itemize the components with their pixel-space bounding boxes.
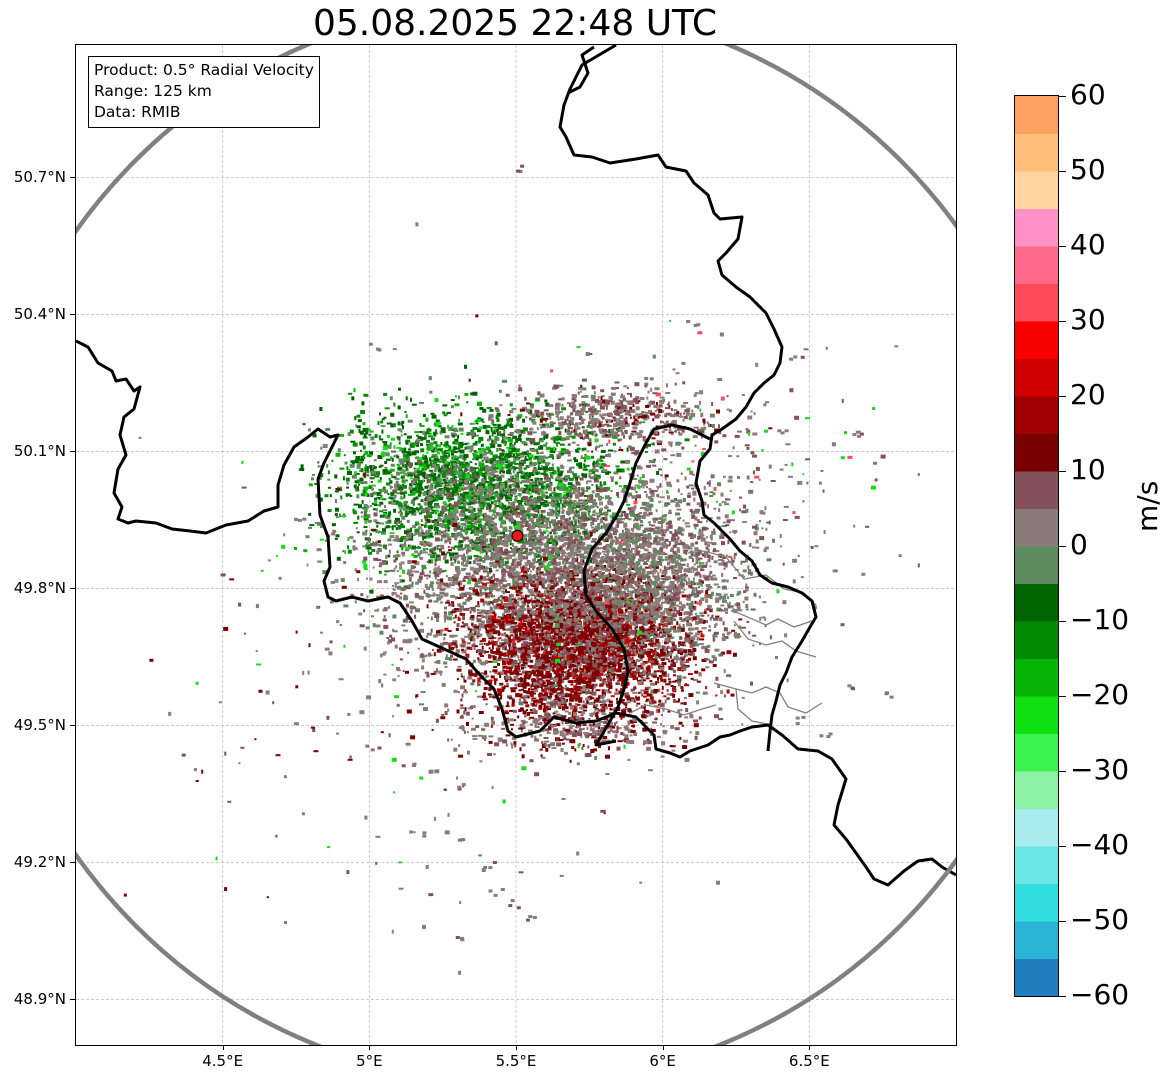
colorbar-tick-label: −40 <box>1070 828 1130 861</box>
colorbar-band <box>1015 283 1058 322</box>
colorbar-band <box>1015 396 1058 434</box>
lon-tick-label: 6°E <box>649 1052 676 1070</box>
colorbar-tick-label: −50 <box>1070 903 1130 936</box>
radar-site-marker <box>511 529 524 542</box>
lon-tick-mark <box>809 1045 811 1050</box>
colorbar-tick-label: −30 <box>1070 753 1130 786</box>
lat-tick-mark <box>70 725 75 727</box>
country-borders <box>76 45 956 887</box>
lat-tick-mark <box>70 314 75 316</box>
velocity-colorbar <box>1014 95 1059 997</box>
colorbar-tick-label: 0 <box>1070 528 1088 561</box>
colorbar-band <box>1015 508 1058 547</box>
lat-tick-mark <box>70 451 75 453</box>
colorbar-band <box>1015 846 1058 884</box>
colorbar-band <box>1015 921 1058 959</box>
colorbar-band <box>1015 96 1058 134</box>
lon-tick-label: 5.5°E <box>495 1052 537 1070</box>
colorbar-band <box>1015 733 1058 772</box>
colorbar-tick-label: 50 <box>1070 153 1106 186</box>
colorbar-band <box>1015 208 1058 247</box>
colorbar-band <box>1015 808 1058 847</box>
lat-tick-label: 49.8°N <box>13 579 66 598</box>
colorbar-band <box>1015 471 1058 509</box>
gridlines <box>76 45 956 1045</box>
colorbar-tick-label: −20 <box>1070 678 1130 711</box>
lat-tick-label: 50.4°N <box>13 305 66 324</box>
lat-tick-label: 48.9°N <box>13 990 66 1009</box>
colorbar-tick-mark <box>1059 471 1066 472</box>
colorbar-tick-mark <box>1059 621 1066 622</box>
colorbar-tick-mark <box>1059 396 1066 397</box>
colorbar-band <box>1015 246 1058 284</box>
info-data-source: Data: RMIB <box>94 103 181 121</box>
colorbar-tick-label: 40 <box>1070 228 1106 261</box>
colorbar-tick-label: 20 <box>1070 378 1106 411</box>
info-product: Product: 0.5° Radial Velocity <box>94 61 314 79</box>
colorbar-tick-mark <box>1059 321 1066 322</box>
colorbar-band <box>1015 321 1058 359</box>
colorbar-tick-label: 10 <box>1070 453 1106 486</box>
colorbar-band <box>1015 358 1058 397</box>
colorbar-label: m/s <box>1131 480 1164 532</box>
lon-tick-label: 4.5°E <box>202 1052 244 1070</box>
colorbar-band <box>1015 958 1058 996</box>
colorbar-tick-label: −10 <box>1070 603 1130 636</box>
colorbar-tick-mark <box>1059 96 1066 97</box>
colorbar-bands <box>1015 96 1058 996</box>
radar-map[interactable] <box>75 44 957 1046</box>
colorbar-band <box>1015 546 1058 584</box>
info-range: Range: 125 km <box>94 82 212 100</box>
lat-tick-label: 50.7°N <box>13 168 66 187</box>
colorbar-band <box>1015 133 1058 172</box>
lon-tick-mark <box>369 1045 371 1050</box>
lon-tick-mark <box>662 1045 664 1050</box>
colorbar-band <box>1015 433 1058 472</box>
lat-tick-label: 49.2°N <box>13 853 66 872</box>
lon-tick-label: 5°E <box>356 1052 383 1070</box>
map-title: 05.08.2025 22:48 UTC <box>312 3 718 44</box>
lon-tick-mark <box>222 1045 224 1050</box>
colorbar-tick-mark <box>1059 771 1066 772</box>
colorbar-tick-label: 30 <box>1070 303 1106 336</box>
colorbar-band <box>1015 583 1058 622</box>
lat-tick-label: 50.1°N <box>13 442 66 461</box>
colorbar-band <box>1015 171 1058 209</box>
colorbar-band <box>1015 658 1058 697</box>
colorbar-band <box>1015 883 1058 922</box>
colorbar-band <box>1015 621 1058 659</box>
lat-tick-mark <box>70 177 75 179</box>
colorbar-tick-mark <box>1059 546 1066 547</box>
colorbar-tick-mark <box>1059 246 1066 247</box>
colorbar-tick-mark <box>1059 696 1066 697</box>
colorbar-tick-mark <box>1059 921 1066 922</box>
map-canvas <box>76 45 956 1045</box>
colorbar-band <box>1015 771 1058 809</box>
colorbar-tick-mark <box>1059 846 1066 847</box>
product-info-box: Product: 0.5° Radial Velocity Range: 125… <box>88 56 320 128</box>
lon-tick-mark <box>516 1045 517 1050</box>
radar-echoes <box>123 164 920 975</box>
colorbar-tick-mark <box>1059 996 1066 997</box>
lat-tick-label: 49.5°N <box>13 716 66 735</box>
colorbar-tick-label: 60 <box>1070 78 1106 111</box>
colorbar-tick-label: −60 <box>1070 978 1130 1011</box>
lat-tick-mark <box>70 588 75 590</box>
lat-tick-mark <box>70 862 75 864</box>
lon-tick-label: 6.5°E <box>788 1052 830 1070</box>
colorbar-tick-mark <box>1059 171 1066 172</box>
colorbar-band <box>1015 696 1058 734</box>
lat-tick-mark <box>70 999 75 1001</box>
